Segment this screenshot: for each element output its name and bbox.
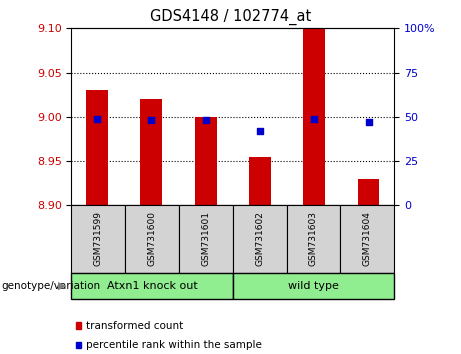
- Bar: [86, 90, 108, 205]
- Text: GDS4148 / 102774_at: GDS4148 / 102774_at: [150, 9, 311, 25]
- Bar: [303, 28, 325, 205]
- Text: GSM731600: GSM731600: [148, 211, 157, 267]
- Point: [202, 118, 209, 123]
- Bar: [358, 179, 379, 205]
- Text: percentile rank within the sample: percentile rank within the sample: [86, 340, 261, 350]
- Text: GSM731604: GSM731604: [363, 211, 372, 267]
- Text: GSM731602: GSM731602: [255, 211, 264, 267]
- Point: [93, 116, 100, 121]
- Text: Atxn1 knock out: Atxn1 knock out: [107, 281, 197, 291]
- Text: wild type: wild type: [288, 281, 339, 291]
- Point: [148, 118, 155, 123]
- Text: genotype/variation: genotype/variation: [1, 281, 100, 291]
- Bar: [195, 117, 217, 205]
- Bar: [249, 157, 271, 205]
- Text: GSM731603: GSM731603: [309, 211, 318, 267]
- Point: [365, 119, 372, 125]
- Bar: [141, 99, 162, 205]
- Text: GSM731601: GSM731601: [201, 211, 210, 267]
- Text: ▶: ▶: [58, 281, 66, 291]
- Text: transformed count: transformed count: [86, 321, 183, 331]
- Point: [311, 116, 318, 121]
- Text: GSM731599: GSM731599: [94, 211, 103, 267]
- Point: [256, 128, 264, 134]
